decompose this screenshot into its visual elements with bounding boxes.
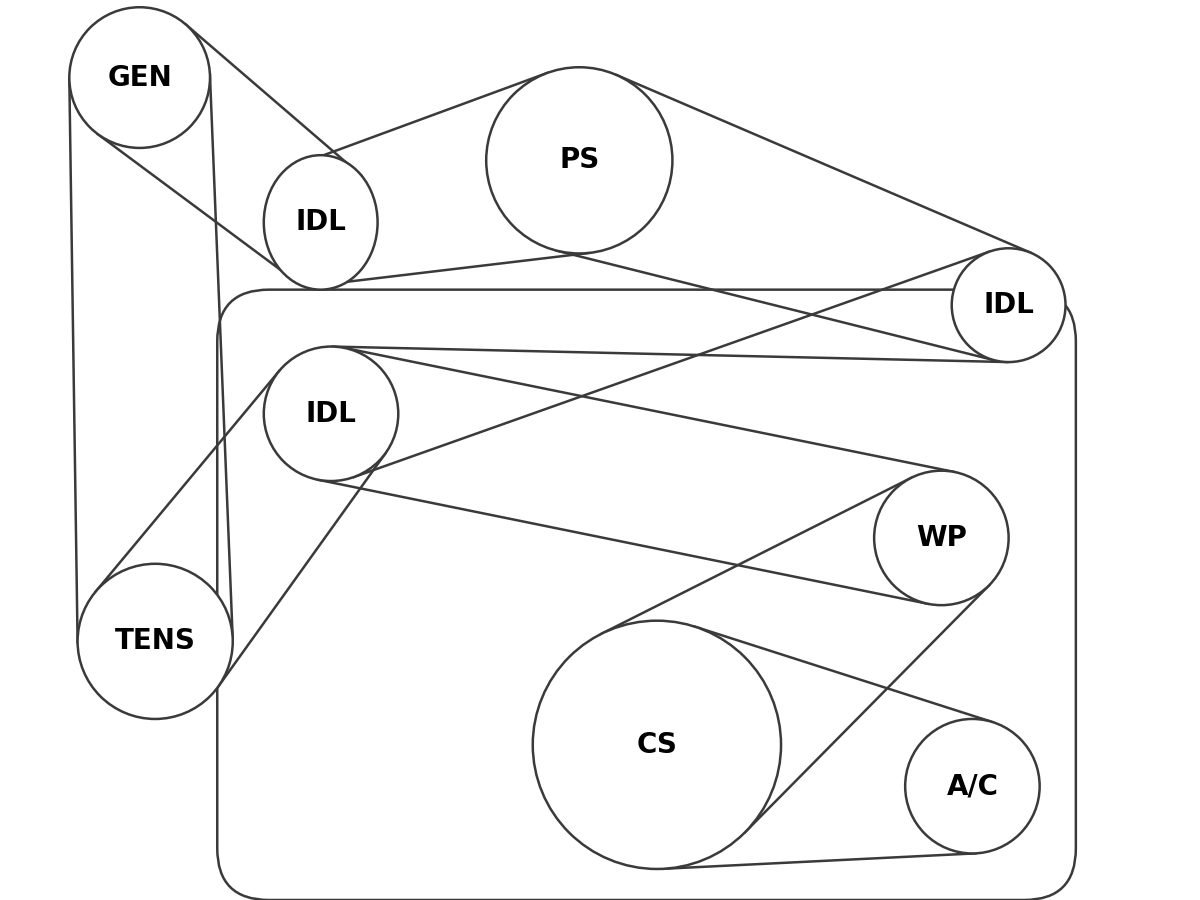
Ellipse shape — [874, 471, 1009, 605]
Ellipse shape — [264, 155, 378, 290]
Text: IDL: IDL — [306, 400, 356, 428]
Ellipse shape — [533, 621, 781, 869]
Ellipse shape — [264, 346, 398, 481]
Text: CS: CS — [636, 731, 677, 759]
Text: PS: PS — [559, 147, 600, 175]
Text: TENS: TENS — [115, 627, 196, 655]
Ellipse shape — [78, 563, 233, 719]
Text: A/C: A/C — [947, 772, 998, 800]
Text: GEN: GEN — [107, 64, 172, 92]
Ellipse shape — [905, 719, 1039, 853]
Text: WP: WP — [916, 524, 967, 552]
Text: IDL: IDL — [983, 292, 1034, 320]
Ellipse shape — [70, 7, 210, 148]
Ellipse shape — [486, 68, 672, 254]
Text: IDL: IDL — [295, 209, 346, 237]
Ellipse shape — [952, 248, 1066, 362]
